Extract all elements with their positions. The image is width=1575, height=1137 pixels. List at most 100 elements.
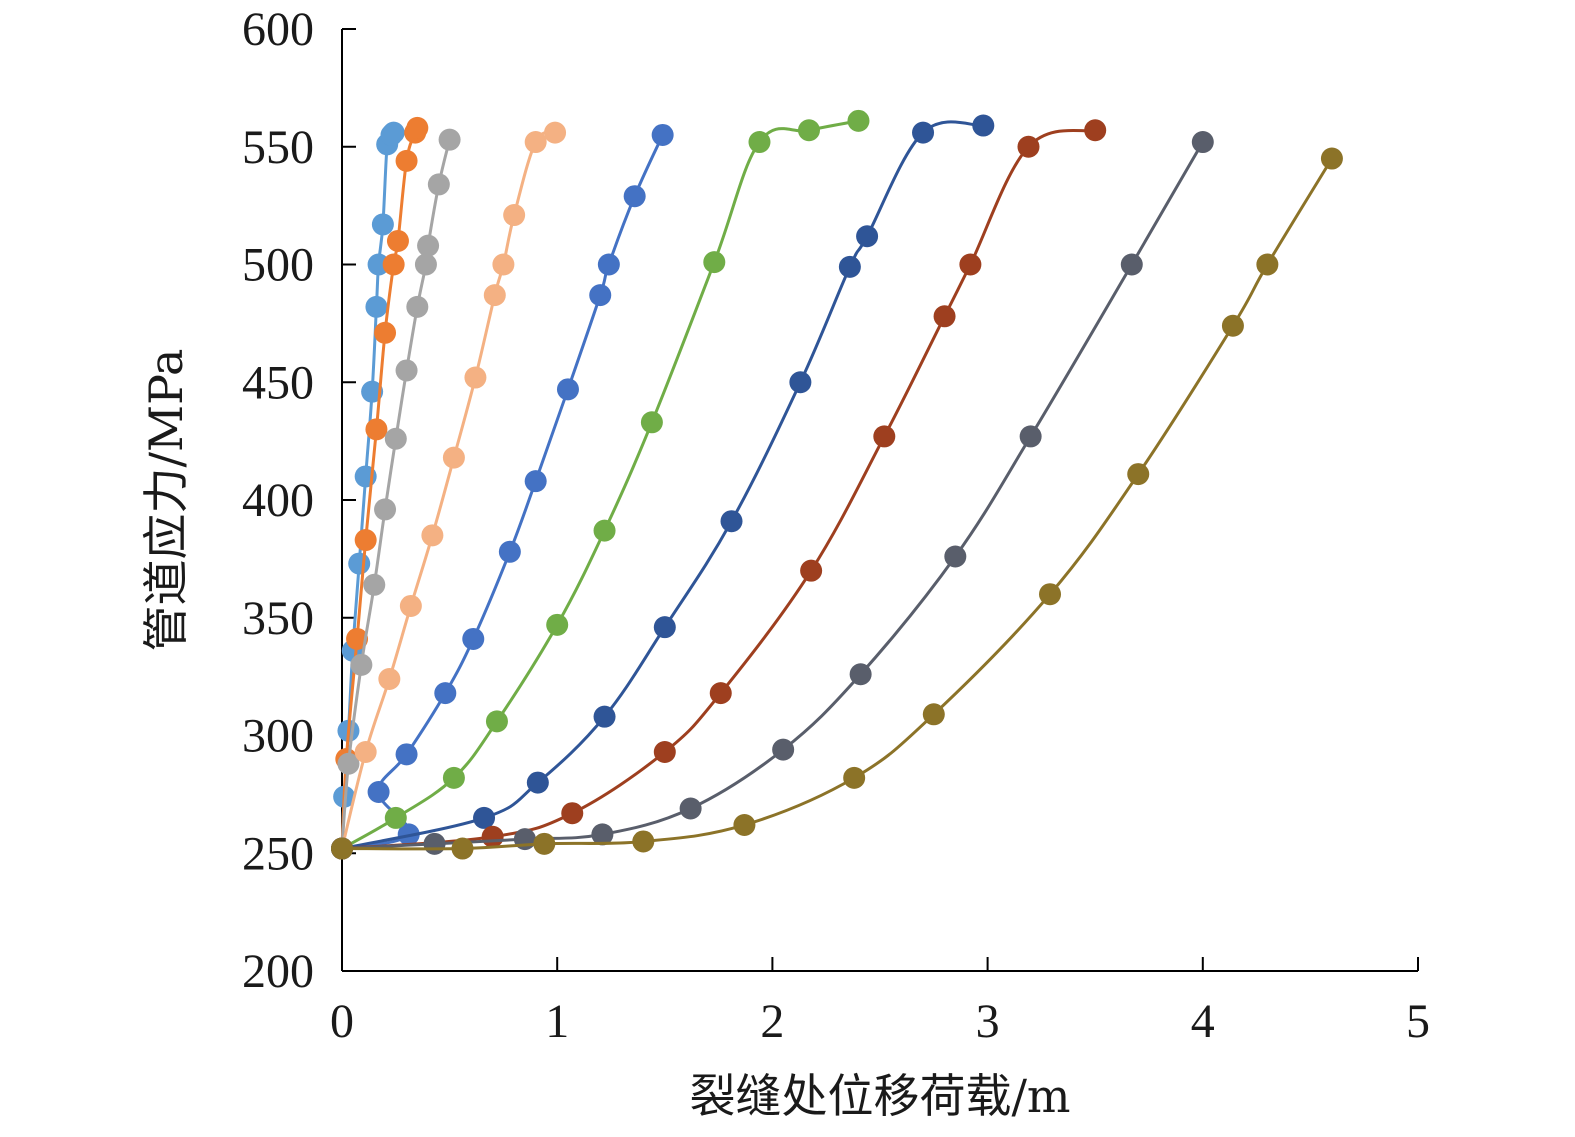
data-point xyxy=(438,128,461,151)
data-point xyxy=(348,552,371,575)
data-point xyxy=(843,766,866,789)
y-tick-label: 250 xyxy=(242,827,314,880)
data-point xyxy=(797,119,820,142)
data-point xyxy=(591,823,614,846)
x-tick-label: 0 xyxy=(330,995,354,1048)
x-tick-label: 4 xyxy=(1191,995,1215,1048)
data-point xyxy=(354,529,377,552)
data-point xyxy=(337,752,360,775)
data-point xyxy=(374,321,397,344)
data-point xyxy=(414,253,437,276)
data-point xyxy=(1221,314,1244,337)
series-line xyxy=(340,128,1097,851)
y-tick-label: 550 xyxy=(242,121,314,174)
series-line xyxy=(340,130,557,851)
data-point xyxy=(382,121,405,144)
data-point xyxy=(331,837,353,860)
y-tick-label: 500 xyxy=(242,239,314,292)
data-point xyxy=(483,284,506,307)
data-point xyxy=(427,173,450,196)
data-point xyxy=(1017,135,1040,158)
data-point xyxy=(849,663,872,686)
data-point xyxy=(1127,463,1150,486)
data-point xyxy=(346,627,369,650)
data-point xyxy=(546,613,569,636)
data-point xyxy=(651,123,674,146)
data-point xyxy=(464,366,487,389)
data-point xyxy=(720,510,743,533)
data-point xyxy=(395,149,418,172)
data-point xyxy=(1019,425,1042,448)
y-tick-label: 400 xyxy=(242,474,314,527)
series-10 xyxy=(331,147,1343,860)
x-axis-title: 裂缝处位移荷载/m xyxy=(689,1069,1070,1123)
series-4 xyxy=(331,121,567,860)
data-point xyxy=(1084,119,1107,142)
x-tick-label: 5 xyxy=(1406,995,1430,1048)
data-point xyxy=(1191,131,1214,154)
data-point xyxy=(597,253,620,276)
data-point xyxy=(382,253,405,276)
data-point xyxy=(838,255,861,278)
data-point xyxy=(1120,253,1143,276)
data-point xyxy=(556,378,579,401)
data-point xyxy=(406,116,429,139)
data-point xyxy=(423,832,446,855)
data-point xyxy=(1039,583,1062,606)
series-3 xyxy=(331,128,461,860)
data-point xyxy=(371,213,394,236)
data-point xyxy=(933,305,956,328)
series-line xyxy=(340,140,1205,851)
data-point xyxy=(481,825,504,848)
data-point xyxy=(703,251,726,274)
data-point xyxy=(524,131,547,154)
data-point xyxy=(350,653,373,676)
data-point xyxy=(442,766,465,789)
data-point xyxy=(733,813,756,836)
data-point xyxy=(442,446,465,469)
x-tick-label: 1 xyxy=(545,995,569,1048)
series-9 xyxy=(331,131,1214,860)
data-point xyxy=(922,703,945,726)
data-point xyxy=(498,540,521,563)
data-point xyxy=(972,114,995,137)
data-point xyxy=(524,470,547,493)
data-point xyxy=(959,253,982,276)
y-tick-label: 300 xyxy=(242,710,314,763)
data-point xyxy=(593,519,616,542)
data-point xyxy=(492,253,515,276)
data-point xyxy=(593,705,616,728)
data-point xyxy=(395,359,418,382)
data-point xyxy=(526,771,549,794)
y-tick-label: 350 xyxy=(242,592,314,645)
data-point xyxy=(709,682,732,705)
data-point xyxy=(406,295,429,318)
data-point xyxy=(451,837,474,860)
series-line xyxy=(340,157,1334,851)
series-layer xyxy=(331,109,1343,860)
data-point xyxy=(374,498,397,521)
data-point xyxy=(485,710,508,733)
y-ticks: 200 250 300 350 400 450 500 550 600 xyxy=(242,3,356,998)
data-point xyxy=(354,740,377,763)
data-point xyxy=(434,682,457,705)
y-tick-label: 450 xyxy=(242,356,314,409)
data-point xyxy=(462,627,485,650)
data-point xyxy=(847,109,870,132)
data-point xyxy=(640,411,663,434)
data-point xyxy=(395,743,418,766)
data-point xyxy=(367,253,390,276)
data-point xyxy=(421,524,444,547)
x-ticks: 0 1 2 3 4 5 xyxy=(330,957,1430,1048)
x-tick-label: 2 xyxy=(760,995,784,1048)
data-point xyxy=(365,418,388,441)
data-point xyxy=(386,229,409,252)
data-point xyxy=(873,425,896,448)
data-point xyxy=(473,806,496,829)
data-point xyxy=(533,832,556,855)
data-point xyxy=(800,559,823,582)
data-point xyxy=(653,740,676,763)
series-line xyxy=(340,120,985,851)
data-point xyxy=(363,573,386,596)
